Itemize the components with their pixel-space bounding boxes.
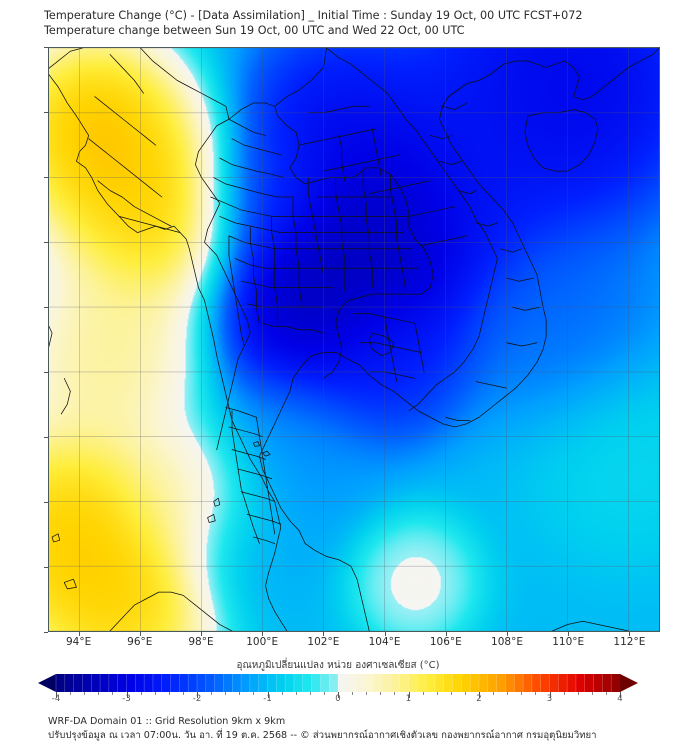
- xtick-mark-100e: [262, 632, 264, 636]
- xtick-label-100e: 100°E: [246, 636, 279, 648]
- colorbar-tick-label-0: 0: [335, 694, 341, 704]
- colorbar-tick-mark: [479, 692, 480, 698]
- colorbar-tick-label-neg2: -2: [192, 694, 202, 704]
- colorbar-tick-mark: [380, 692, 382, 695]
- colorbar-tick-label-4: 4: [617, 694, 623, 704]
- colorbar-tick-mark: [211, 692, 213, 695]
- ytick-mark-4n: [44, 632, 48, 633]
- xtick-mark-94e: [78, 632, 80, 636]
- ytick-mark-16n: [44, 242, 48, 243]
- colorbar-tick-label-neg3: -3: [122, 694, 131, 704]
- colorbar-tick-mark: [563, 692, 565, 695]
- page-title: Temperature Change (°C) - [Data Assimila…: [44, 8, 664, 38]
- colorbar-tick-mark: [182, 692, 184, 695]
- colorbar-tick-mark: [591, 692, 593, 695]
- footer-domain-info: WRF-DA Domain 01 :: Grid Resolution 9km …: [48, 716, 286, 727]
- xtick-label-98e: 98°E: [188, 636, 214, 648]
- colorbar-tick-mark: [450, 692, 452, 695]
- colorbar-tick-mark: [267, 692, 269, 698]
- colorbar-tick-mark: [126, 692, 128, 698]
- ytick-mark-14n: [44, 307, 48, 308]
- colorbar-tick-mark: [168, 692, 170, 695]
- colorbar-tick-mark: [70, 692, 72, 695]
- colorbar-tick-mark: [112, 692, 114, 695]
- colorbar-tick-mark: [281, 692, 283, 695]
- title-line-primary: Temperature Change (°C) - [Data Assimila…: [44, 9, 583, 22]
- ytick-mark-18n: [44, 177, 48, 178]
- xtick-label-110e: 110°E: [552, 636, 585, 648]
- colorbar-tick-mark: [239, 692, 241, 695]
- colorbar-tick-mark: [140, 692, 142, 695]
- xtick-label-104e: 104°E: [368, 636, 401, 648]
- colorbar-tick-mark: [366, 692, 368, 695]
- colorbar-tick-mark: [521, 692, 523, 695]
- colorbar-tick-mark: [507, 692, 509, 695]
- colorbar-tick-mark: [98, 692, 100, 695]
- colorbar-tick-mark: [338, 692, 339, 698]
- xtick-mark-96e: [139, 632, 141, 636]
- colorbar-tick-mark: [154, 692, 156, 695]
- xtick-label-112e: 112°E: [613, 636, 646, 648]
- colorbar-tick-label-3: 3: [546, 694, 553, 704]
- xtick-mark-106e: [445, 632, 447, 636]
- colorbar-tick-layer: -4 -3 -2 -1 0 1 2 3 4: [0, 658, 676, 713]
- colorbar-tick-mark: [549, 692, 551, 698]
- colorbar-tick-mark: [464, 692, 466, 695]
- colorbar-tick-mark: [535, 692, 537, 695]
- colorbar-tick-label-2: 2: [476, 694, 482, 704]
- colorbar-tick-mark: [605, 692, 607, 695]
- xtick-mark-104e: [384, 632, 386, 636]
- colorbar-tick-label-neg4: -4: [51, 694, 61, 704]
- xtick-mark-98e: [201, 632, 202, 636]
- xtick-label-96e: 96°E: [127, 636, 153, 648]
- ytick-mark-8n: [44, 502, 48, 503]
- xtick-mark-102e: [323, 632, 325, 636]
- colorbar-tick-mark: [56, 692, 57, 698]
- colorbar-tick-mark: [620, 692, 621, 698]
- colorbar-tick-mark: [323, 692, 325, 695]
- title-line-secondary: Temperature change between Sun 19 Oct, 0…: [44, 24, 465, 37]
- xtick-label-108e: 108°E: [491, 636, 523, 648]
- ytick-mark-10n: [44, 437, 48, 438]
- ytick-mark-22n: [44, 47, 48, 48]
- colorbar-tick-label-1: 1: [405, 694, 412, 704]
- xtick-mark-108e: [507, 632, 508, 636]
- colorbar: อุณหภูมิเปลี่ยนแปลง หน่วย องศาเซลเซียส (…: [0, 658, 676, 713]
- footer: WRF-DA Domain 01 :: Grid Resolution 9km …: [48, 715, 668, 743]
- xtick-mark-112e: [629, 632, 631, 636]
- colorbar-tick-mark: [493, 692, 495, 695]
- colorbar-tick-mark: [408, 692, 410, 698]
- ytick-mark-12n: [44, 372, 48, 373]
- xtick-label-106e: 106°E: [429, 636, 462, 648]
- colorbar-tick-mark: [253, 692, 255, 695]
- footer-attribution: ปรับปรุงข้อมูล ณ เวลา 07:00น. วัน อา. ที…: [48, 730, 597, 741]
- colorbar-tick-mark: [84, 692, 86, 695]
- xtick-mark-110e: [568, 632, 570, 636]
- colorbar-tick-mark: [295, 692, 297, 695]
- colorbar-tick-label-neg1: -1: [263, 694, 272, 704]
- xtick-label-94e: 94°E: [65, 636, 92, 648]
- colorbar-tick-mark: [577, 692, 579, 695]
- colorbar-gradient: [38, 674, 638, 692]
- colorbar-tick-mark: [422, 692, 424, 695]
- ytick-mark-6n: [44, 567, 48, 568]
- colorbar-tick-mark: [352, 692, 354, 695]
- temperature-field-canvas: [49, 48, 659, 631]
- colorbar-tick-mark: [436, 692, 438, 695]
- colorbar-tick-mark: [225, 692, 227, 695]
- temperature-change-map[interactable]: [48, 47, 660, 632]
- ytick-mark-20n: [44, 112, 48, 113]
- xtick-label-102e: 102°E: [307, 636, 340, 648]
- colorbar-tick-mark: [309, 692, 311, 695]
- colorbar-title: อุณหภูมิเปลี่ยนแปลง หน่วย องศาเซลเซียส (…: [236, 660, 440, 671]
- colorbar-tick-mark: [394, 692, 396, 695]
- colorbar-tick-mark: [197, 692, 198, 698]
